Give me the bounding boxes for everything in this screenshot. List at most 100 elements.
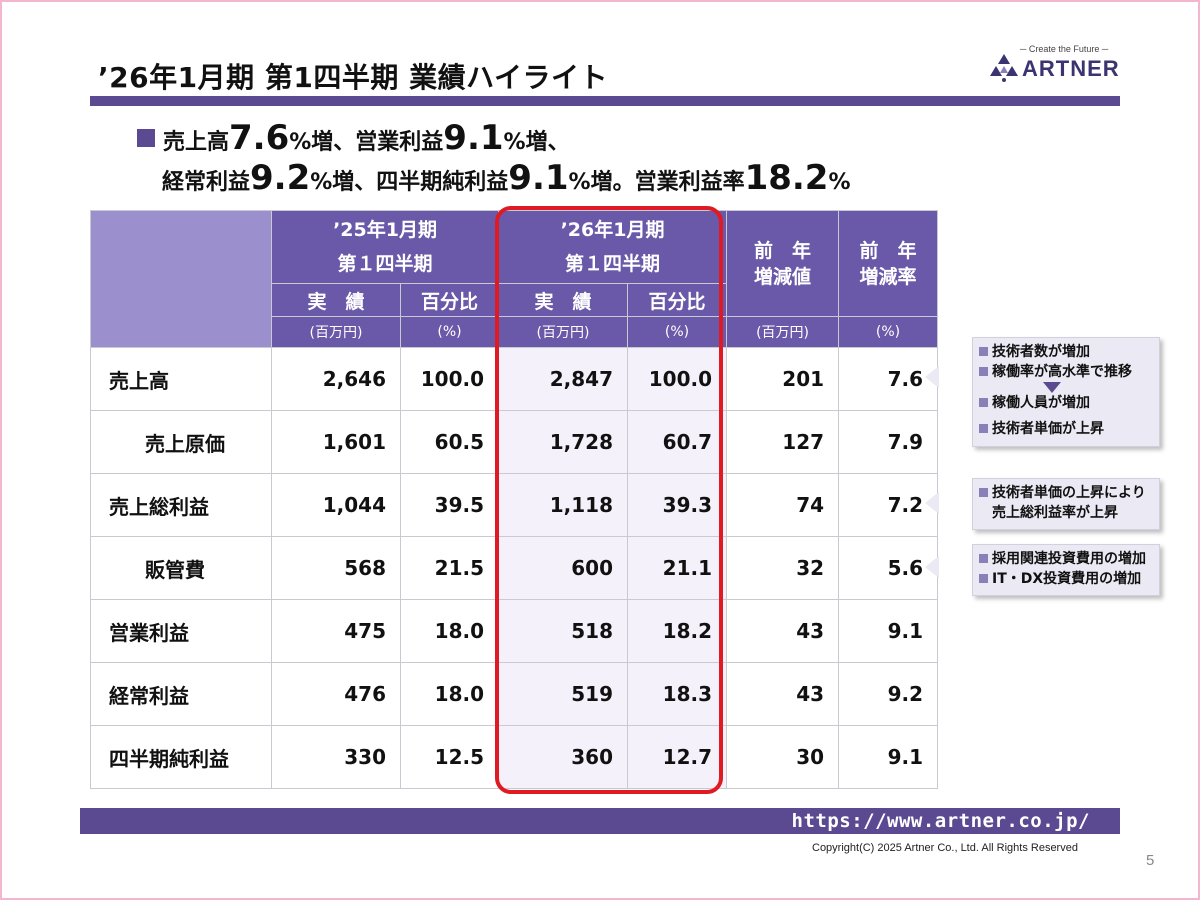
prev-ratio-cell: 100.0	[399, 347, 500, 411]
highlight-text: %増、四半期純利益	[310, 170, 509, 195]
period-prev-year: ’25年1月期	[333, 219, 437, 241]
prev-actual-cell: 2,646	[271, 347, 401, 411]
curr-actual-cell: 2,847	[498, 347, 629, 411]
curr-actual-cell: 360	[498, 725, 629, 789]
highlight-text: %	[828, 170, 851, 195]
table-row: 売上原価 1,601 60.5 1,728 60.7 127 7.9	[90, 410, 939, 474]
note-gross-profit: 技術者単価の上昇により 売上総利益率が上昇	[972, 478, 1160, 530]
note-gross-pointer-icon	[925, 492, 939, 514]
header-prev-actual: 実 績	[271, 283, 401, 317]
page-number: 5	[1146, 852, 1155, 869]
highlight-figure: 18.2	[744, 158, 829, 198]
unit-curr-pct: (%)	[627, 316, 728, 348]
table-row: 販管費 568 21.5 600 21.1 32 5.6	[90, 536, 939, 600]
header-yoy-rate: 前 年 増減率	[838, 210, 939, 317]
table-row: 経常利益 476 18.0 519 18.3 43 9.2	[90, 662, 939, 726]
yoy-rate-line1: 前 年	[859, 239, 917, 262]
yoy-rate-cell: 9.1	[838, 599, 939, 663]
row-label: 売上原価	[90, 410, 272, 474]
unit-curr-million: (百万円)	[498, 316, 629, 348]
header-period-curr: ’26年1月期 第１四半期	[498, 210, 728, 284]
note-sales-item: 技術者数が増加	[979, 342, 1153, 362]
header-yoy-change: 前 年 増減値	[726, 210, 840, 317]
yoy-change-cell: 43	[726, 662, 840, 726]
highlight-text: 売上高	[163, 130, 230, 155]
period-prev-quarter: 第１四半期	[337, 253, 433, 275]
yoy-change-cell: 32	[726, 536, 840, 600]
note-sales: 技術者数が増加 稼働率が高水準で推移 稼働人員が増加 技術者単価が上昇	[972, 337, 1160, 447]
period-curr-quarter: 第１四半期	[565, 253, 661, 275]
yoy-change-cell: 74	[726, 473, 840, 537]
curr-actual-cell: 1,728	[498, 410, 629, 474]
prev-ratio-cell: 18.0	[399, 599, 500, 663]
highlight-text: %増、営業利益	[289, 130, 444, 155]
note-gross-item: 技術者単価の上昇により	[979, 483, 1153, 503]
yoy-rate-cell: 5.6	[838, 536, 939, 600]
website-url-bar: https://www.artner.co.jp/	[80, 808, 1120, 834]
prev-actual-cell: 1,044	[271, 473, 401, 537]
highlight-text: %増、	[503, 130, 570, 155]
note-sga: 採用関連投資費用の増加 IT・DX投資費用の増加	[972, 544, 1160, 596]
curr-ratio-cell: 12.7	[627, 725, 728, 789]
curr-actual-cell: 519	[498, 662, 629, 726]
yoy-change-cell: 30	[726, 725, 840, 789]
prev-actual-cell: 1,601	[271, 410, 401, 474]
prev-actual-cell: 476	[271, 662, 401, 726]
header-prev-ratio: 百分比	[399, 283, 500, 317]
highlight-figure: 7.6	[229, 118, 290, 158]
curr-ratio-cell: 21.1	[627, 536, 728, 600]
note-gross-item: 売上総利益率が上昇	[992, 505, 1118, 521]
yoy-change-cell: 127	[726, 410, 840, 474]
note-sga-pointer-icon	[925, 556, 939, 578]
highlight-figure: 9.1	[443, 118, 504, 158]
yoy-change-line2: 増減値	[754, 265, 812, 288]
curr-actual-cell: 518	[498, 599, 629, 663]
highlight-line-1: 売上高7.6%増、営業利益9.1%増、	[137, 118, 570, 158]
row-label: 四半期純利益	[90, 725, 272, 789]
bullet-square-icon	[979, 424, 988, 433]
prev-ratio-cell: 21.5	[399, 536, 500, 600]
curr-ratio-cell: 60.7	[627, 410, 728, 474]
header-corner	[90, 210, 272, 348]
highlight-figure: 9.1	[508, 158, 569, 198]
note-sga-item: IT・DX投資費用の増加	[979, 569, 1153, 589]
unit-prev-pct: (%)	[399, 316, 500, 348]
bullet-square-icon	[979, 347, 988, 356]
prev-actual-cell: 568	[271, 536, 401, 600]
yoy-rate-cell: 9.1	[838, 725, 939, 789]
title-underline-bar	[90, 96, 1120, 106]
header-curr-ratio: 百分比	[627, 283, 728, 317]
note-sales-pointer-icon	[925, 366, 939, 388]
prev-ratio-cell: 60.5	[399, 410, 500, 474]
highlight-text: %増。営業利益率	[568, 170, 745, 195]
bullet-square-icon	[979, 488, 988, 497]
yoy-change-cell: 43	[726, 599, 840, 663]
unit-rate-pct: (%)	[838, 316, 939, 348]
page-title: ’26年1月期 第1四半期 業績ハイライト	[98, 61, 609, 94]
prev-actual-cell: 330	[271, 725, 401, 789]
row-label: 売上総利益	[90, 473, 272, 537]
curr-ratio-cell: 18.2	[627, 599, 728, 663]
artner-logo-icon	[990, 54, 1018, 82]
curr-ratio-cell: 100.0	[627, 347, 728, 411]
prev-ratio-cell: 18.0	[399, 662, 500, 726]
bullet-square-icon	[979, 398, 988, 407]
period-curr-year: ’26年1月期	[560, 219, 665, 241]
bullet-square-icon	[979, 554, 988, 563]
row-label: 営業利益	[90, 599, 272, 663]
logo-tagline: ─ Create the Future ─	[1020, 44, 1109, 54]
table-row: 売上高 2,646 100.0 2,847 100.0 201 7.6	[90, 347, 939, 411]
yoy-rate-cell: 7.2	[838, 473, 939, 537]
highlight-text: 経常利益	[162, 170, 251, 195]
unit-diff-million: (百万円)	[726, 316, 840, 348]
prev-ratio-cell: 12.5	[399, 725, 500, 789]
row-label: 販管費	[90, 536, 272, 600]
note-sales-item: 稼働人員が増加	[979, 393, 1153, 413]
website-url[interactable]: https://www.artner.co.jp/	[791, 810, 1090, 832]
curr-ratio-cell: 18.3	[627, 662, 728, 726]
yoy-change-cell: 201	[726, 347, 840, 411]
company-logo: ─ Create the Future ─ ARTNER	[988, 44, 1120, 88]
table-row: 売上総利益 1,044 39.5 1,118 39.3 74 7.2	[90, 473, 939, 537]
financial-table: ’25年1月期 第１四半期 ’26年1月期 第１四半期 前 年 増減値 前 年 …	[90, 210, 939, 789]
table-row: 四半期純利益 330 12.5 360 12.7 30 9.1	[90, 725, 939, 789]
